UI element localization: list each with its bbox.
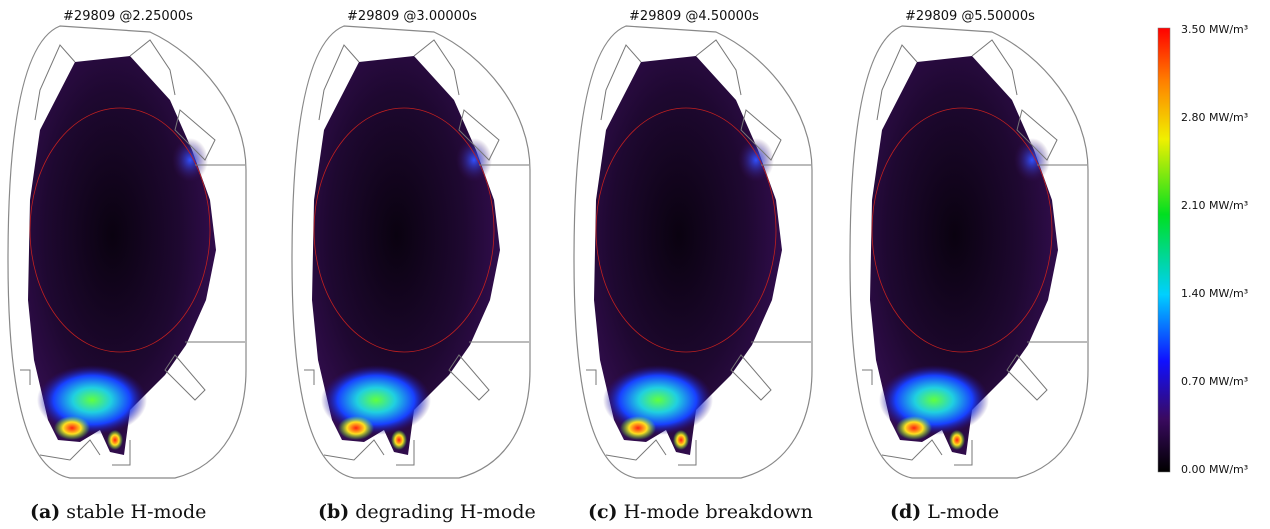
- colorbar-label: 1.40 MW/m³: [1181, 287, 1248, 300]
- caption-label: (d): [890, 501, 921, 523]
- caption-text: stable H-mode: [66, 501, 206, 523]
- caption-text: degrading H-mode: [355, 501, 536, 523]
- tomogram: [7, 25, 247, 479]
- panel-title: #29809 @5.50000s: [905, 9, 1035, 24]
- tomogram: [573, 25, 813, 479]
- tomogram: [291, 25, 531, 479]
- caption-label: (a): [30, 501, 60, 523]
- caption-label: (b): [318, 501, 349, 523]
- panel-title: #29809 @4.50000s: [629, 9, 759, 24]
- caption-text: L-mode: [927, 501, 999, 523]
- caption: (d) L-mode: [890, 501, 999, 523]
- colorbar-label: 0.00 MW/m³: [1181, 463, 1248, 476]
- colorbar-label: 2.80 MW/m³: [1181, 111, 1248, 124]
- colorbar: [1157, 27, 1171, 473]
- panel-title: #29809 @3.00000s: [347, 9, 477, 24]
- caption-text: H-mode breakdown: [624, 501, 813, 523]
- caption-label: (c): [588, 501, 618, 523]
- caption: (b) degrading H-mode: [318, 501, 536, 523]
- colorbar-label: 0.70 MW/m³: [1181, 375, 1248, 388]
- colorbar-label: 2.10 MW/m³: [1181, 199, 1248, 212]
- tomogram: [849, 25, 1089, 479]
- caption: (c) H-mode breakdown: [588, 501, 813, 523]
- panel-title: #29809 @2.25000s: [63, 9, 193, 24]
- caption: (a) stable H-mode: [30, 501, 206, 523]
- colorbar-label: 3.50 MW/m³: [1181, 23, 1248, 36]
